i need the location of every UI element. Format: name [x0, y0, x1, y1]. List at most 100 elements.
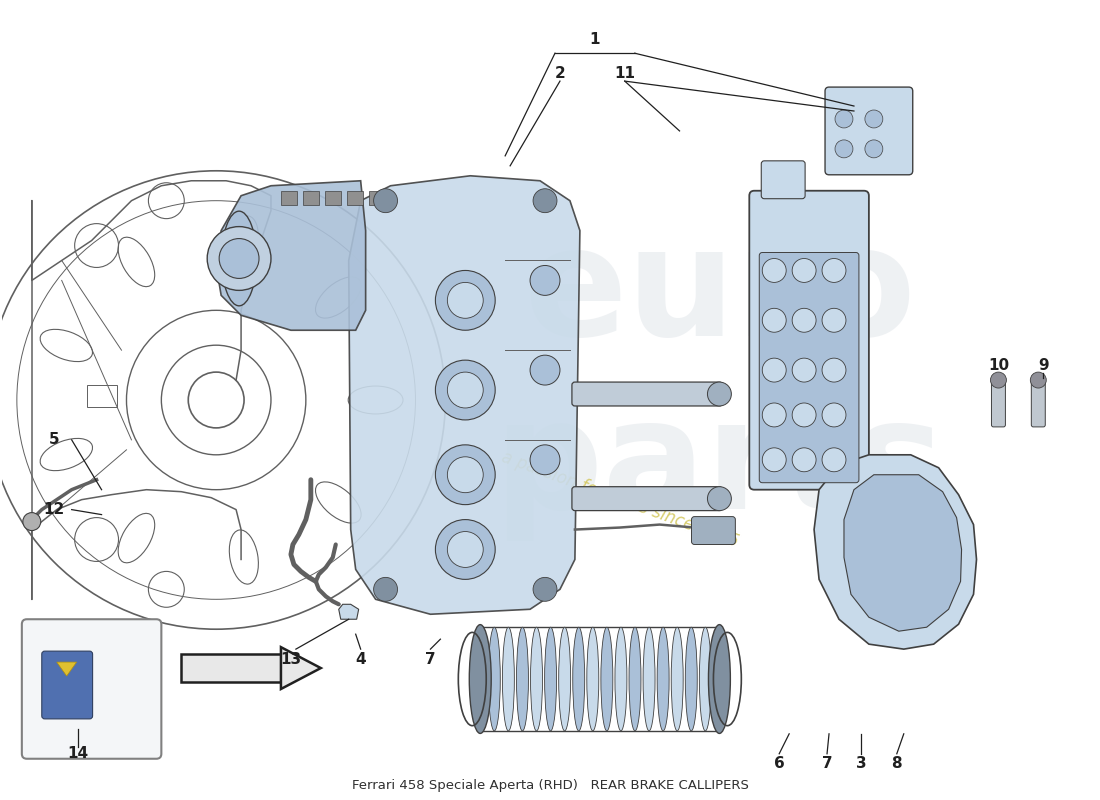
Circle shape	[530, 355, 560, 385]
Text: 8: 8	[891, 756, 902, 771]
Text: 12: 12	[43, 502, 65, 517]
Circle shape	[448, 531, 483, 567]
Text: 14: 14	[67, 746, 88, 762]
Circle shape	[865, 110, 883, 128]
Text: 7: 7	[822, 756, 833, 771]
Circle shape	[374, 578, 397, 602]
Ellipse shape	[615, 627, 627, 731]
Circle shape	[822, 358, 846, 382]
Ellipse shape	[629, 627, 641, 731]
Text: Ferrari 458 Speciale Aperta (RHD)   REAR BRAKE CALLIPERS: Ferrari 458 Speciale Aperta (RHD) REAR B…	[352, 778, 748, 792]
FancyBboxPatch shape	[324, 190, 341, 205]
Circle shape	[762, 258, 786, 282]
Ellipse shape	[601, 627, 613, 731]
Circle shape	[436, 519, 495, 579]
Polygon shape	[349, 176, 580, 614]
Text: euro
parts: euro parts	[494, 219, 945, 541]
Text: 13: 13	[280, 651, 301, 666]
Circle shape	[822, 448, 846, 472]
Text: 5: 5	[48, 432, 59, 447]
Circle shape	[219, 238, 258, 278]
Circle shape	[792, 308, 816, 332]
FancyBboxPatch shape	[42, 651, 92, 719]
Text: 9: 9	[1038, 358, 1048, 373]
FancyBboxPatch shape	[572, 486, 723, 510]
Ellipse shape	[700, 627, 712, 731]
Polygon shape	[57, 662, 77, 676]
Ellipse shape	[573, 627, 585, 731]
Text: 6: 6	[773, 756, 784, 771]
Circle shape	[822, 258, 846, 282]
FancyBboxPatch shape	[749, 190, 869, 490]
Circle shape	[448, 457, 483, 493]
Circle shape	[865, 140, 883, 158]
Text: 7: 7	[425, 651, 436, 666]
FancyBboxPatch shape	[761, 161, 805, 198]
Ellipse shape	[530, 627, 542, 731]
Circle shape	[436, 270, 495, 330]
Ellipse shape	[544, 627, 557, 731]
Text: 3: 3	[856, 756, 866, 771]
Text: 2: 2	[554, 66, 565, 81]
Circle shape	[792, 358, 816, 382]
Circle shape	[762, 358, 786, 382]
Polygon shape	[217, 181, 365, 330]
FancyBboxPatch shape	[825, 87, 913, 174]
Polygon shape	[280, 647, 321, 689]
Text: 4: 4	[355, 651, 366, 666]
Ellipse shape	[644, 627, 654, 731]
FancyBboxPatch shape	[692, 517, 736, 545]
Circle shape	[207, 226, 271, 290]
Circle shape	[835, 110, 852, 128]
Circle shape	[822, 308, 846, 332]
Circle shape	[792, 258, 816, 282]
Ellipse shape	[671, 627, 683, 731]
Text: 10: 10	[988, 358, 1009, 373]
Circle shape	[534, 578, 557, 602]
Circle shape	[534, 189, 557, 213]
Circle shape	[762, 448, 786, 472]
Circle shape	[822, 403, 846, 427]
Circle shape	[530, 445, 560, 474]
Ellipse shape	[685, 627, 697, 731]
FancyBboxPatch shape	[346, 190, 363, 205]
Ellipse shape	[586, 627, 598, 731]
Text: 1: 1	[590, 32, 601, 46]
Ellipse shape	[474, 627, 486, 731]
Ellipse shape	[714, 627, 725, 731]
Ellipse shape	[559, 627, 571, 731]
Circle shape	[792, 403, 816, 427]
Ellipse shape	[708, 625, 730, 734]
Ellipse shape	[488, 627, 501, 731]
FancyBboxPatch shape	[302, 190, 319, 205]
FancyBboxPatch shape	[572, 382, 723, 406]
Circle shape	[530, 266, 560, 295]
Circle shape	[707, 486, 732, 510]
Circle shape	[990, 372, 1006, 388]
Circle shape	[792, 448, 816, 472]
Circle shape	[436, 360, 495, 420]
Ellipse shape	[657, 627, 669, 731]
FancyBboxPatch shape	[1032, 378, 1045, 427]
Polygon shape	[814, 455, 977, 649]
Circle shape	[448, 372, 483, 408]
Circle shape	[1031, 372, 1046, 388]
Polygon shape	[339, 604, 359, 619]
Ellipse shape	[470, 625, 492, 734]
FancyBboxPatch shape	[368, 190, 385, 205]
FancyBboxPatch shape	[22, 619, 162, 758]
Ellipse shape	[517, 627, 528, 731]
Circle shape	[23, 513, 41, 530]
Circle shape	[374, 189, 397, 213]
FancyBboxPatch shape	[182, 654, 280, 682]
Circle shape	[835, 140, 852, 158]
FancyBboxPatch shape	[280, 190, 297, 205]
Text: 11: 11	[614, 66, 635, 81]
Circle shape	[448, 282, 483, 318]
Circle shape	[436, 445, 495, 505]
FancyBboxPatch shape	[991, 378, 1005, 427]
Ellipse shape	[221, 211, 256, 306]
Polygon shape	[844, 474, 961, 631]
FancyBboxPatch shape	[759, 253, 859, 482]
Ellipse shape	[503, 627, 515, 731]
